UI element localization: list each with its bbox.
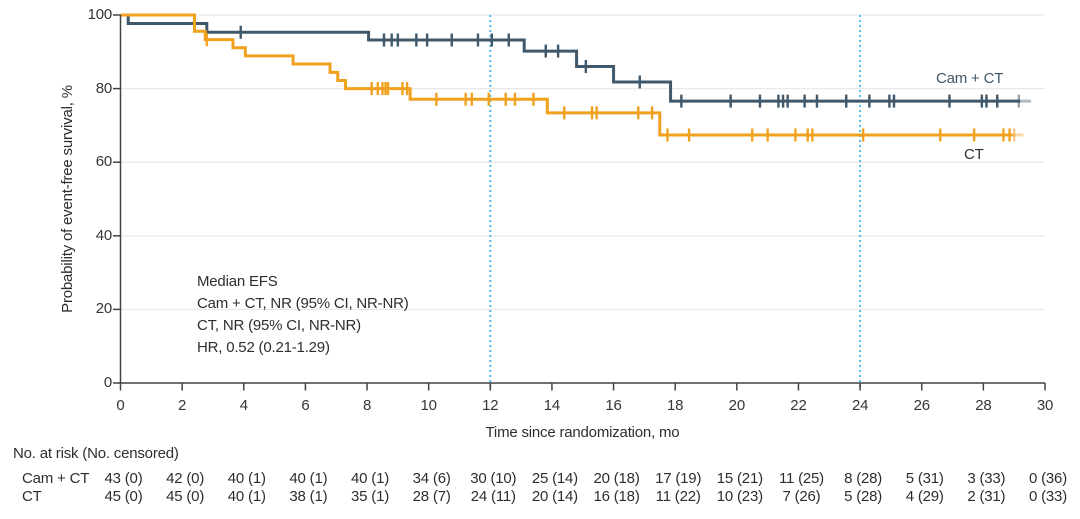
risk-cell: 28 (7)	[412, 488, 451, 505]
x-tick-label: 22	[790, 397, 807, 414]
x-tick-label: 26	[913, 397, 930, 414]
x-tick-label: 16	[605, 397, 622, 414]
x-tick-label: 20	[728, 397, 745, 414]
x-tick-label: 30	[1036, 397, 1054, 414]
risk-cell: 34 (6)	[412, 470, 451, 487]
risk-cell: 15 (21)	[716, 470, 763, 487]
annotation-line: Median EFS	[197, 273, 278, 290]
risk-cell: 30 (10)	[470, 470, 517, 487]
risk-cell: 40 (1)	[351, 470, 390, 487]
risk-cell: 38 (1)	[289, 488, 328, 505]
x-tick-label: 18	[667, 397, 684, 414]
km-curve-ct	[120, 13, 1013, 137]
curve-label-cam-ct: Cam + CT	[936, 70, 1004, 87]
risk-cell: 35 (1)	[351, 488, 390, 505]
risk-cell: 40 (1)	[289, 470, 328, 487]
y-tick-label: 0	[103, 374, 112, 391]
x-tick-label: 8	[362, 397, 372, 414]
risk-cell: 20 (18)	[593, 470, 640, 487]
risk-cell: 11 (22)	[655, 488, 701, 505]
risk-cell: 5 (28)	[844, 488, 883, 505]
risk-cell: 24 (11)	[470, 488, 516, 505]
risk-cell: 11 (25)	[778, 470, 824, 487]
risk-cell: 2 (31)	[967, 488, 1006, 505]
risk-cell: 17 (19)	[655, 470, 702, 487]
risk-row-label: Cam + CT	[22, 470, 90, 487]
risk-cell: 8 (28)	[844, 470, 883, 487]
risk-cell: 40 (1)	[227, 470, 266, 487]
x-axis-title: Time since randomization, mo	[485, 424, 680, 441]
y-tick-label: 100	[87, 6, 113, 23]
risk-cell: 45 (0)	[166, 488, 205, 505]
risk-cell: 25 (14)	[531, 470, 578, 487]
annotation-line: HR, 0.52 (0.21-1.29)	[197, 339, 330, 356]
risk-row-label: CT	[22, 488, 42, 505]
x-tick-label: 10	[420, 397, 437, 414]
risk-cell: 7 (26)	[782, 488, 821, 505]
curve-label-ct: CT	[964, 146, 984, 163]
risk-cell: 42 (0)	[166, 470, 205, 487]
x-tick-label: 14	[543, 397, 561, 414]
x-tick-label: 12	[482, 397, 499, 414]
risk-cell: 40 (1)	[227, 488, 266, 505]
annotation-line: Cam + CT, NR (95% CI, NR-NR)	[197, 295, 409, 312]
x-tick-label: 24	[851, 397, 869, 414]
risk-cell: 45 (0)	[104, 488, 143, 505]
median-efs-annotation: Median EFS Cam + CT, NR (95% CI, NR-NR) CT…	[197, 271, 409, 359]
risk-table-header: No. at risk (No. censored)	[13, 445, 179, 462]
risk-cell: 0 (36)	[1029, 470, 1067, 487]
x-tick-label: 4	[239, 397, 248, 414]
risk-cell: 0 (33)	[1029, 488, 1067, 505]
risk-cell: 10 (23)	[716, 488, 763, 505]
risk-cell: 3 (33)	[967, 470, 1006, 487]
y-tick-label: 40	[95, 226, 112, 244]
risk-cell: 4 (29)	[905, 488, 944, 505]
y-tick-label: 60	[95, 153, 112, 171]
annotation-line: CT, NR (95% CI, NR-NR)	[197, 317, 361, 334]
risk-cell: 5 (31)	[905, 470, 944, 487]
km-curve-cam-ct	[120, 13, 1021, 103]
x-tick-label: 6	[301, 397, 310, 414]
risk-cell: 20 (14)	[531, 488, 578, 505]
y-axis-title: Probability of event-free survival, %	[59, 85, 76, 313]
y-tick-label: 80	[95, 79, 112, 97]
x-tick-label: 2	[178, 397, 187, 414]
y-tick-label: 20	[95, 300, 112, 318]
risk-cell: 43 (0)	[104, 470, 143, 487]
x-tick-label: 28	[975, 397, 992, 414]
x-tick-label: 0	[116, 397, 125, 414]
risk-cell: 16 (18)	[593, 488, 640, 505]
